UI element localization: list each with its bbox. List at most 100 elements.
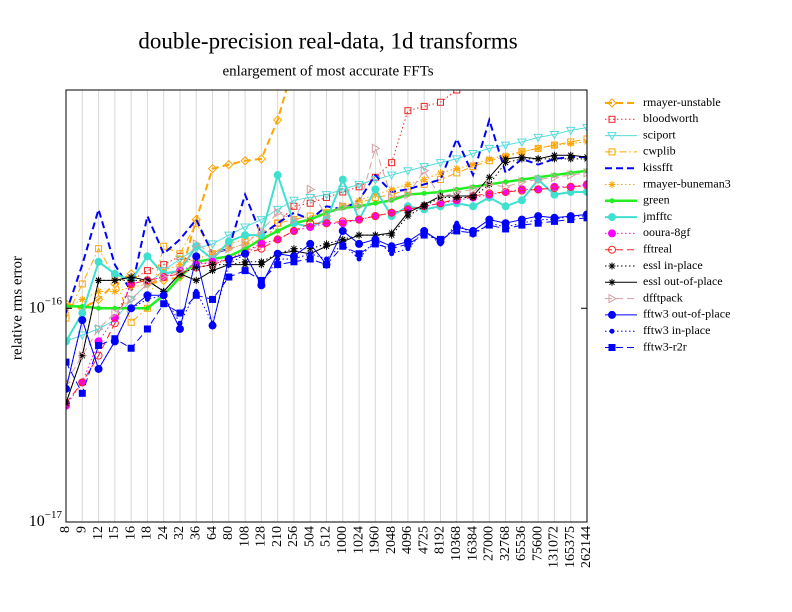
legend-label: bloodworth — [643, 111, 698, 125]
series-line — [66, 215, 587, 389]
marker — [241, 231, 250, 240]
x-tick-label: 64 — [205, 526, 220, 540]
marker — [608, 115, 616, 123]
marker — [436, 192, 444, 200]
marker — [242, 251, 248, 257]
marker — [338, 175, 347, 184]
marker — [209, 248, 218, 259]
marker — [273, 235, 282, 244]
marker — [371, 185, 380, 194]
marker — [274, 219, 282, 227]
marker — [306, 245, 314, 253]
x-tick-label: 2048 — [384, 526, 399, 554]
marker — [257, 276, 265, 284]
marker — [534, 155, 542, 163]
marker — [355, 231, 363, 239]
marker — [224, 237, 233, 246]
series-line — [66, 116, 587, 314]
marker — [404, 240, 412, 248]
marker — [322, 219, 331, 228]
marker — [143, 252, 152, 261]
marker — [128, 305, 134, 311]
marker — [485, 189, 494, 198]
marker — [209, 267, 217, 275]
marker — [502, 159, 510, 167]
marker — [518, 177, 527, 187]
marker — [608, 278, 616, 286]
marker — [469, 202, 478, 211]
marker — [224, 255, 233, 264]
marker — [192, 291, 200, 299]
marker — [567, 170, 576, 180]
marker — [371, 212, 380, 221]
x-tick-label: 128 — [254, 526, 269, 547]
marker — [502, 225, 510, 233]
marker — [386, 171, 397, 181]
x-tick-label: 27000 — [482, 526, 497, 561]
marker — [324, 256, 329, 262]
marker — [565, 126, 576, 136]
x-tick-label: 131072 — [547, 526, 562, 568]
legend-label: essl in-place — [643, 258, 703, 272]
marker — [337, 185, 348, 195]
marker — [66, 299, 71, 309]
marker — [273, 249, 282, 258]
legend-label: cwplib — [643, 144, 676, 158]
marker — [453, 90, 461, 94]
marker — [241, 261, 249, 269]
plot-frame — [65, 89, 588, 523]
marker — [550, 217, 558, 225]
marker — [272, 205, 283, 215]
marker — [500, 141, 511, 151]
marker — [290, 214, 299, 225]
y-tick-label: 10−16 — [29, 295, 63, 316]
marker — [550, 184, 559, 193]
marker — [608, 293, 618, 304]
marker — [388, 245, 396, 253]
marker — [567, 140, 575, 148]
marker — [355, 183, 363, 191]
marker — [550, 141, 558, 149]
marker — [143, 279, 153, 289]
marker — [223, 231, 234, 241]
marker — [127, 294, 137, 305]
marker — [111, 276, 119, 284]
marker — [583, 214, 587, 222]
x-tick-label: 15 — [107, 526, 122, 540]
grid — [65, 90, 588, 522]
marker — [175, 324, 184, 333]
marker — [355, 250, 363, 258]
marker — [275, 256, 281, 262]
marker — [339, 201, 348, 212]
marker — [389, 251, 395, 257]
marker — [289, 196, 299, 206]
marker — [338, 226, 347, 235]
marker — [290, 247, 298, 255]
marker — [371, 191, 379, 199]
series-line — [66, 90, 288, 310]
marker — [209, 295, 217, 303]
marker — [608, 148, 616, 156]
marker — [96, 366, 102, 372]
marker — [370, 176, 381, 185]
marker — [404, 189, 413, 200]
marker — [111, 308, 120, 318]
marker — [96, 305, 102, 311]
chart-subtitle: enlargement of most accurate FFTs — [222, 63, 433, 79]
marker — [608, 262, 616, 270]
marker — [78, 389, 86, 397]
marker — [436, 98, 444, 106]
marker — [420, 201, 428, 209]
marker — [307, 251, 313, 257]
marker — [435, 159, 446, 168]
marker — [160, 272, 169, 282]
marker — [257, 244, 266, 253]
marker — [274, 261, 282, 269]
marker — [608, 229, 616, 238]
marker — [354, 180, 364, 190]
marker — [275, 228, 281, 234]
marker — [110, 319, 119, 328]
marker — [127, 273, 135, 281]
marker — [608, 181, 616, 188]
